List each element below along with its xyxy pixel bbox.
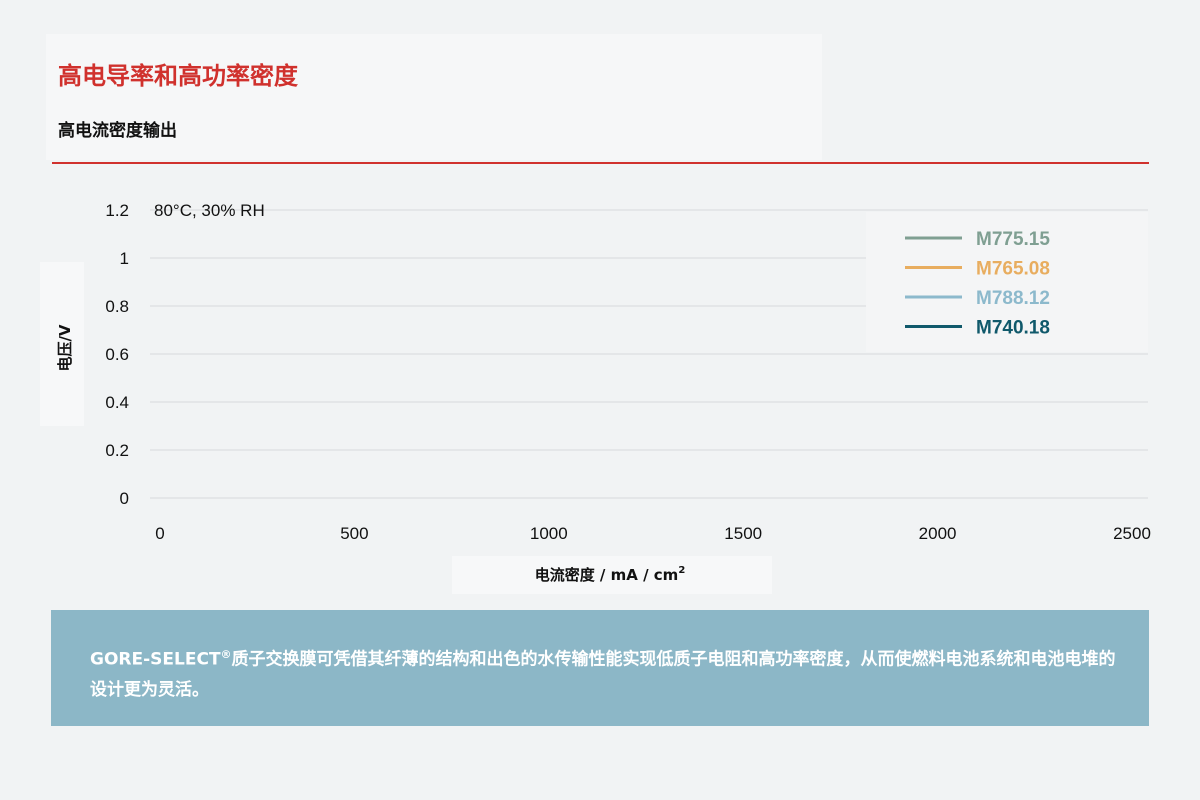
page-title: 高电导率和高功率密度: [58, 62, 298, 90]
y-tick-label: 0.8: [105, 297, 129, 316]
x-axis-label-main: 电流密度 / mA / cm: [535, 566, 679, 584]
legend-backdrop: [866, 212, 1148, 352]
y-tick-label: 0.2: [105, 441, 129, 460]
caption-text: GORE-SELECT®质子交换膜可凭借其纤薄的结构和出色的水传输性能实现低质子…: [90, 640, 1120, 705]
x-axis-label: 电流密度 / mA / cm2: [535, 565, 686, 584]
condition-annotation: 80°C, 30% RH: [154, 201, 265, 220]
xlabel-backdrop: [452, 556, 772, 594]
title-divider: [52, 162, 1149, 164]
x-tick-label: 0: [155, 524, 164, 543]
legend-label: M788.12: [976, 288, 1050, 309]
y-tick-labels: 0 0.2 0.4 0.6 0.8 1 1.2: [105, 201, 129, 508]
y-tick-label: 1: [120, 249, 129, 268]
y-tick-label: 0.4: [105, 393, 129, 412]
legend-label: M740.18: [976, 318, 1050, 339]
x-tick-label: 1500: [724, 524, 762, 543]
x-axis-label-superscript: 2: [678, 565, 685, 576]
x-tick-label: 500: [340, 524, 368, 543]
polarization-chart: 0 0.2 0.4 0.6 0.8 1 1.2 0 500 1000 1500 2000 2500 8…: [40, 201, 1151, 594]
x-tick-label: 2500: [1113, 524, 1151, 543]
caption-body: 质子交换膜可凭借其纤薄的结构和出色的水传输性能实现低质子电阻和高功率密度，从而使…: [90, 649, 1116, 700]
legend-label: M775.15: [976, 229, 1050, 250]
caption-brand: GORE-SELECT: [90, 649, 221, 670]
header-card: [46, 34, 822, 160]
legend-label: M765.08: [976, 259, 1050, 280]
page-subtitle: 高电流密度输出: [58, 121, 177, 141]
ylabel-backdrop: [40, 262, 84, 426]
caption-reg-mark: ®: [220, 648, 232, 661]
x-tick-label: 2000: [919, 524, 957, 543]
y-axis-label: 电压/V: [56, 324, 74, 371]
y-tick-label: 0.6: [105, 345, 129, 364]
legend: M775.15 M765.08 M788.12 M740.18: [866, 212, 1148, 352]
caption-box: [51, 610, 1149, 726]
y-tick-label: 1.2: [105, 201, 129, 220]
x-tick-label: 1000: [530, 524, 568, 543]
y-tick-label: 0: [120, 489, 129, 508]
x-tick-labels: 0 500 1000 1500 2000 2500: [155, 524, 1151, 543]
